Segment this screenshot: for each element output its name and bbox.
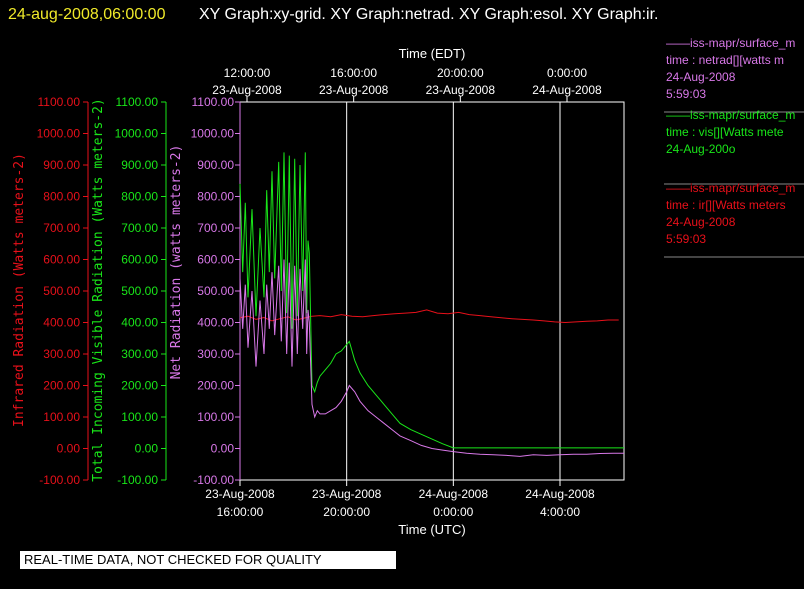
vis-tick-label: 900.00 [121,158,158,172]
disclaimer-banner: REAL-TIME DATA, NOT CHECKED FOR QUALITY [20,551,396,569]
top-tick-date: 23-Aug-2008 [426,83,496,97]
top-axis-ticks: 12:00:00 23-Aug-2008 16:00:00 23-Aug-2008 20… [212,66,602,102]
ir-y-axis: 1100.00 1000.00 900.00 800.00 700.00 600.00 50… [37,95,89,487]
vis-tick-label: 400.00 [121,316,158,330]
net-tick-label: 0.00 [211,442,235,456]
net-tick-label: 800.00 [197,190,234,204]
bottom-tick-time: 20:00:00 [323,505,370,519]
legend-line2: time : vis[][Watts mete [666,125,784,139]
ir-tick-label: 900.00 [43,158,80,172]
net-axis-label: Net Radiation (watts meters-2) [169,145,184,380]
net-tick-label: 200.00 [197,379,234,393]
vis-tick-label: 100.00 [121,410,158,424]
ir-tick-label: 500.00 [43,284,80,298]
bottom-axis-label: Time (UTC) [398,522,465,537]
legend-line1: ——iss-mapr/surface_m [666,36,795,50]
ir-tick-label: -100.00 [39,473,80,487]
vis-tick-label: 300.00 [121,347,158,361]
series-group [239,152,624,457]
vis-tick-label: 1100.00 [116,95,159,109]
legend-line3: 24-Aug-2008 [666,70,736,84]
legend-line1: ——iss-mapr/surface_m [666,108,795,122]
legend-line3: 24-Aug-200o [666,142,736,156]
top-tick-time: 12:00:00 [224,66,271,80]
net-tick-label: 700.00 [197,221,234,235]
vis-tick-label: 200.00 [121,379,158,393]
ir-tick-label: 1000.00 [37,127,81,141]
vis-tick-label: -100.00 [117,473,158,487]
bottom-axis-ticks: 23-Aug-2008 16:00:00 23-Aug-2008 20:00:00 24… [205,480,595,519]
legend-line3: 24-Aug-2008 [666,215,736,229]
legend-line1: ——iss-mapr/surface_m [666,181,795,195]
net-series-line [239,259,624,457]
top-tick-date: 24-Aug-2008 [532,83,602,97]
net-tick-label: 900.00 [197,158,234,172]
top-tick-time: 20:00:00 [437,66,484,80]
vis-tick-label: 500.00 [121,284,158,298]
legend-line4: 5:59:03 [666,232,706,246]
vis-y-axis: 1100.00 1000.00 900.00 800.00 700.00 600.00 50… [115,95,167,487]
net-y-axis: 1100.00 1000.00 900.00 800.00 700.00 600.00 50… [191,95,241,487]
ir-tick-label: 600.00 [43,253,80,267]
ir-tick-label: 700.00 [43,221,80,235]
net-tick-label: -100.00 [193,473,234,487]
vis-tick-label: 600.00 [121,253,158,267]
legend-line4: 5:59:03 [666,87,706,101]
bottom-tick-date: 23-Aug-2008 [205,487,275,501]
net-tick-label: 1100.00 [192,95,235,109]
net-tick-label: 400.00 [197,316,234,330]
net-tick-label: 600.00 [197,253,234,267]
header-graph-titles: XY Graph:xy-grid. XY Graph:netrad. XY Gr… [199,6,659,23]
vis-tick-label: 700.00 [121,221,158,235]
vis-tick-label: 0.00 [135,442,159,456]
bottom-tick-time: 4:00:00 [540,505,580,519]
ir-tick-label: 400.00 [43,316,80,330]
top-tick-date: 23-Aug-2008 [319,83,389,97]
legend-line2: time : netrad[][watts m [666,53,784,67]
net-tick-label: 1000.00 [191,127,235,141]
ir-tick-label: 0.00 [57,442,81,456]
bottom-tick-date: 23-Aug-2008 [312,487,382,501]
top-tick-date: 23-Aug-2008 [212,83,282,97]
ir-tick-label: 1100.00 [38,95,81,109]
bottom-tick-time: 16:00:00 [217,505,264,519]
net-tick-label: 500.00 [197,284,234,298]
grid-lines [346,102,561,480]
vis-axis-label: Total Incoming Visible Radiation (Watts … [91,98,106,482]
header-timestamp: 24-aug-2008,06:00:00 [8,6,166,23]
top-tick-time: 16:00:00 [330,66,377,80]
ir-tick-label: 300.00 [43,347,80,361]
vis-series-line [239,152,624,449]
top-tick-time: 0:00:00 [547,66,587,80]
net-tick-label: 300.00 [197,347,234,361]
ir-tick-label: 800.00 [43,190,80,204]
ir-tick-label: 200.00 [43,379,80,393]
legend-line2: time : ir[][Watts meters [666,198,786,212]
bottom-tick-time: 0:00:00 [433,505,473,519]
top-axis-label: Time (EDT) [399,46,466,61]
ir-axis-label: Infrared Radiation (Watts meters-2) [12,153,27,427]
bottom-tick-date: 24-Aug-2008 [525,487,595,501]
vis-tick-label: 1000.00 [115,127,159,141]
vis-tick-label: 800.00 [121,190,158,204]
net-tick-label: 100.00 [197,410,234,424]
ir-tick-label: 100.00 [43,410,80,424]
bottom-tick-date: 24-Aug-2008 [419,487,489,501]
